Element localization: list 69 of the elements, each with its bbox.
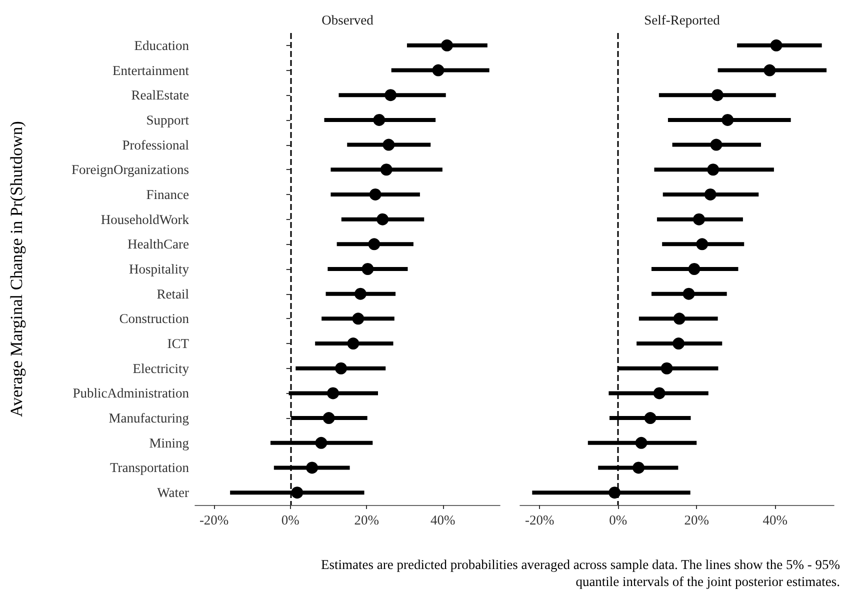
point [306,462,318,474]
point [376,213,389,226]
point [635,436,648,449]
y-tick-label: Electricity [132,360,190,376]
point [770,39,782,52]
point [352,312,364,325]
point [608,486,621,499]
y-tick-label: Transportation [110,460,190,476]
text: Estimates are predicted probabilities averaged across sample data. The lines show the 5% - 95% quantile intervals of the joint posterior estimates. [321,556,840,590]
point [711,89,724,102]
point [373,114,386,126]
point [632,462,645,474]
point [291,486,304,499]
x-tick-label: -20% [525,512,554,528]
point [704,188,716,200]
y-tick-label: Construction [119,311,190,326]
point [673,312,686,325]
x-tick-label: 20% [684,512,709,528]
point [441,39,454,52]
x-tick-label: 0% [281,512,300,528]
y-axis-title: Average Marginal Change in Pr(Shutdown) [7,121,26,417]
y-tick-label: Water [157,485,190,500]
y-tick-label: Professional [122,137,190,152]
point [660,362,673,374]
x-tick-label: 20% [354,512,379,528]
point [382,138,395,151]
point [644,412,656,424]
point [369,188,382,200]
point [315,436,328,449]
y-tick-label: ForeignOrganizations [72,162,189,178]
point [322,412,335,424]
chart-title: Self-Reported [644,12,720,28]
point [368,238,380,250]
chart-title: Observed [322,12,374,28]
y-tick-label: Retail [156,286,190,302]
x-tick-label: -20% [199,512,229,528]
point [722,114,734,126]
y-tick-label: Entertainment [112,62,190,78]
y-tick-label: Finance [146,186,189,202]
point [347,338,360,350]
point [672,338,685,350]
point [380,164,392,176]
point [432,64,444,76]
point [384,89,397,102]
y-tick-label: PublicAdministration [72,386,190,401]
point [362,263,374,275]
y-tick-label: HealthCare [128,236,190,252]
point [688,263,700,275]
point [696,238,708,250]
y-tick-label: Mining [149,435,190,450]
point [764,64,776,76]
y-tick-label: Manufacturing [108,410,190,426]
y-tick-label: Hospitality [129,262,190,276]
point [327,387,340,400]
y-tick-label: Support [146,112,190,128]
y-tick-label: Education [134,38,190,53]
point [335,362,348,374]
x-tick-label: 0% [609,512,628,528]
x-tick-label: 40% [762,512,788,528]
y-tick-label: HouseholdWork [100,212,190,227]
point [707,164,720,176]
point [682,288,695,300]
point [653,387,666,400]
x-tick-label: 40% [430,512,456,528]
point [710,138,722,151]
y-tick-label: RealEstate [131,88,189,103]
point [354,288,366,300]
point [692,213,705,226]
y-tick-label: ICT [167,336,190,352]
